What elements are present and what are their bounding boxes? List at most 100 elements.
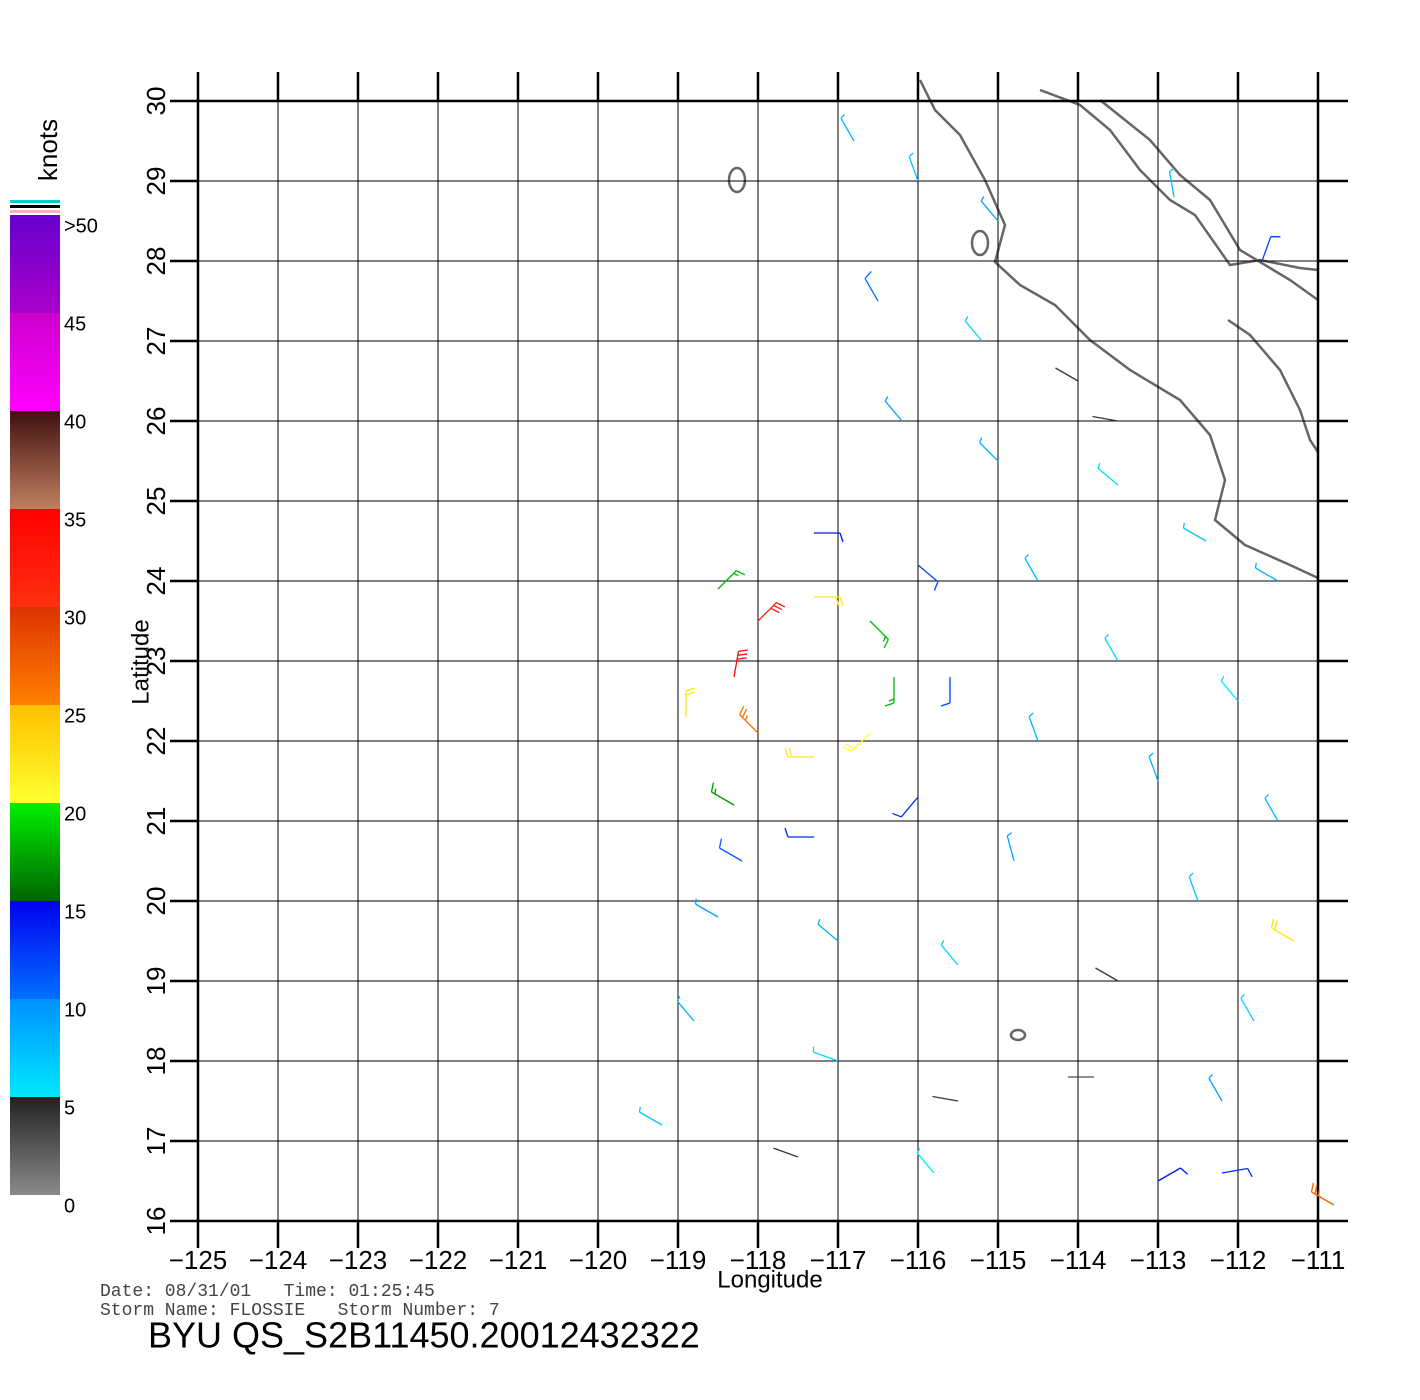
wind-barb — [884, 396, 903, 422]
colorbar-tick-label: 45 — [64, 313, 86, 335]
x-tick-label: −114 — [1050, 1245, 1107, 1275]
wind-barb — [1220, 676, 1239, 702]
wind-barb — [812, 1046, 839, 1062]
baja-coast — [918, 79, 1319, 580]
wind-barb — [1188, 872, 1199, 902]
y-tick-label: 21 — [141, 807, 171, 836]
colorbar-tick-label: >50 — [64, 215, 98, 237]
wind-barb — [1168, 168, 1175, 198]
wind-barb — [908, 152, 919, 182]
wind-barb — [1240, 993, 1255, 1022]
wind-barb — [784, 747, 814, 758]
y-tick-label: 26 — [141, 407, 171, 436]
wind-barb — [718, 838, 743, 862]
wind-barb — [710, 782, 735, 806]
wind-barb — [840, 113, 855, 142]
wind-barb — [1264, 793, 1279, 822]
wind-barb — [1270, 918, 1295, 942]
chart-title: BYU QS_S2B11450.20012432322 — [148, 1315, 700, 1356]
wind-barb — [638, 1106, 663, 1126]
wind-barb — [1024, 553, 1039, 582]
coastline — [727, 79, 1320, 1042]
wind-barb — [864, 270, 879, 302]
wind-barb — [940, 940, 959, 966]
colorbar-tick-label: 15 — [64, 901, 86, 923]
x-tick-label: −124 — [249, 1245, 308, 1275]
wind-barb — [932, 1095, 959, 1102]
colorbar-band — [10, 607, 60, 705]
y-tick-label: 29 — [141, 167, 171, 196]
axes: −125 −124 −123 −122 −121 −120 −119 −118 −117 −116… — [141, 72, 1348, 1275]
colorbar-tick-label: 40 — [64, 411, 86, 433]
y-tick-label: 17 — [141, 1127, 171, 1156]
colorbar-label: knots — [33, 119, 63, 181]
wind-barb — [1157, 1167, 1189, 1182]
mainland-coast-2 — [1227, 318, 1320, 453]
colorbar-tick-label: 25 — [64, 705, 86, 727]
x-tick-label: −123 — [329, 1245, 388, 1275]
colorbar-band — [10, 999, 60, 1097]
wind-barb — [733, 649, 748, 678]
wind-barb — [1208, 1073, 1223, 1102]
wind-barb — [916, 1148, 935, 1174]
y-tick-label: 18 — [141, 1047, 171, 1076]
wind-barb — [814, 532, 844, 543]
mainland-coast — [1099, 99, 1319, 302]
wind-barb — [784, 827, 814, 838]
wind-barb — [1055, 367, 1079, 382]
y-tick-label: 22 — [141, 727, 171, 756]
info-line: Storm Name: FLOSSIE Storm Number: 7 — [100, 1301, 500, 1321]
wind-barb — [676, 996, 695, 1022]
x-axis-label: Longitude — [717, 1266, 822, 1293]
x-tick-label: −120 — [569, 1245, 628, 1275]
wind-barb — [979, 437, 999, 462]
y-tick-label: 23 — [141, 647, 171, 676]
wind-barb — [1006, 832, 1015, 862]
wind-barb — [817, 918, 839, 942]
colorbar-tick-label: 10 — [64, 999, 86, 1021]
colorbar-tick-label: 20 — [64, 803, 86, 825]
y-tick-label: 28 — [141, 247, 171, 276]
wind-barb — [814, 596, 844, 607]
y-tick-label: 30 — [141, 87, 171, 116]
x-tick-label: −121 — [489, 1245, 548, 1275]
wind-barb — [842, 732, 871, 752]
colorbar-band — [10, 215, 60, 313]
colorbar-tick-label: 35 — [64, 509, 86, 531]
x-tick-label: −119 — [650, 1245, 707, 1275]
wind-barb — [869, 620, 889, 649]
colorbar-tick-label: 30 — [64, 607, 86, 629]
colorbar-cap — [10, 200, 60, 203]
wind-barb — [1104, 633, 1119, 662]
y-tick-label: 19 — [141, 967, 171, 996]
colorbar-band — [10, 509, 60, 607]
x-tick-label: −118 — [730, 1245, 787, 1275]
wind-barb — [1028, 712, 1039, 742]
info-line: Date: 08/31/01 Time: 01:25:45 — [100, 1282, 435, 1302]
colorbar-cap — [10, 210, 60, 213]
wind-barb — [1092, 415, 1119, 422]
y-tick-label: 24 — [141, 567, 171, 596]
y-tick-label: 20 — [141, 887, 171, 916]
wind-barb — [1097, 462, 1119, 486]
colorbar-band — [10, 411, 60, 509]
island — [970, 229, 990, 257]
x-tick-label: −115 — [970, 1245, 1027, 1275]
x-tick-label: −113 — [1130, 1245, 1187, 1275]
colorbar-cap — [10, 205, 60, 208]
y-tick-label: 16 — [141, 1207, 171, 1236]
wind-barb — [1261, 235, 1281, 262]
colorbar: knots 0 5 10 15 20 25 30 35 40 45 >50 — [10, 119, 98, 1217]
wind-barb — [1310, 1182, 1335, 1206]
wind-barb — [964, 316, 983, 342]
wind-barb — [757, 602, 786, 622]
colorbar-band — [10, 901, 60, 999]
wind-barb — [1148, 752, 1159, 782]
island — [1009, 1028, 1027, 1042]
wind-barb — [917, 564, 939, 591]
colorbar-band — [10, 803, 60, 901]
wind-barb — [773, 1147, 799, 1158]
colorbar-band — [10, 1097, 60, 1195]
x-tick-label: −116 — [890, 1245, 947, 1275]
